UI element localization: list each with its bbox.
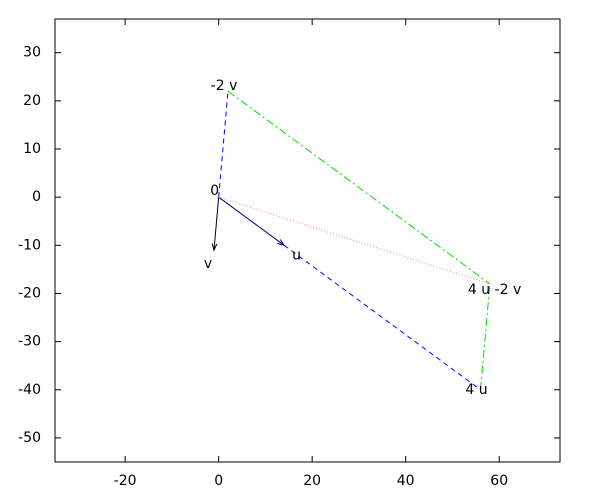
- y-tick-label: -30: [18, 334, 41, 350]
- y-tick-label: 10: [23, 141, 41, 157]
- y-tick-label: 0: [32, 189, 41, 205]
- x-tick-label: 20: [303, 473, 321, 489]
- point-label: 0: [210, 183, 219, 199]
- vector-segment: [218, 196, 491, 285]
- plot-frame: [54, 18, 561, 463]
- y-tick-label: 20: [23, 93, 41, 109]
- point-label: 4 u -2 v: [468, 282, 521, 298]
- arrow-head: [211, 243, 218, 252]
- y-tick-label: -40: [18, 382, 41, 398]
- y-tick-label: 30: [23, 45, 41, 61]
- y-tick-label: -20: [18, 285, 41, 301]
- vector-segment: [213, 197, 220, 251]
- x-tick-label: 0: [214, 473, 223, 489]
- point-label: 4 u: [465, 382, 487, 398]
- vector-segment: [218, 91, 229, 198]
- point-label: u: [292, 247, 301, 263]
- vector-segment: [227, 90, 491, 285]
- vector-segment: [218, 196, 285, 246]
- point-label: v: [204, 256, 212, 272]
- x-tick-label: 60: [490, 473, 508, 489]
- x-tick-label: -20: [114, 473, 137, 489]
- y-tick-label: -10: [18, 237, 41, 253]
- vector-segment: [283, 244, 481, 391]
- x-tick-label: 40: [397, 473, 415, 489]
- y-tick-label: -50: [18, 430, 41, 446]
- arrow-head: [277, 239, 286, 247]
- point-label: -2 v: [211, 78, 238, 94]
- vector-segment: [480, 283, 491, 390]
